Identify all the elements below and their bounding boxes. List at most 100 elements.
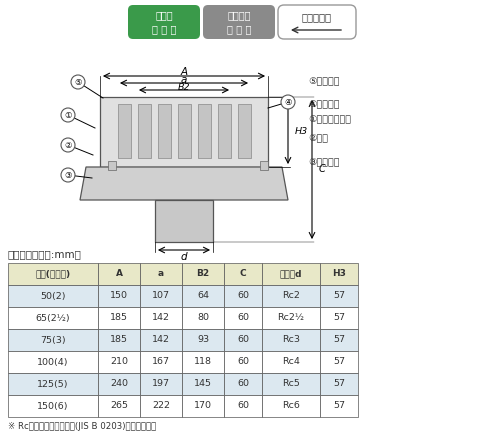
Bar	[260, 161, 268, 170]
Bar	[262, 395, 320, 417]
Bar	[262, 263, 320, 285]
Text: ①: ①	[64, 110, 72, 120]
Bar	[320, 373, 358, 395]
Text: H3: H3	[295, 128, 308, 136]
Text: Rc6: Rc6	[282, 401, 300, 411]
Text: 防 水 用: 防 水 用	[227, 24, 251, 35]
Bar	[198, 104, 211, 158]
Bar	[98, 395, 140, 417]
Text: ねじ込み式: ねじ込み式	[302, 12, 332, 22]
Text: 125(5): 125(5)	[37, 380, 69, 389]
Polygon shape	[80, 167, 288, 200]
Circle shape	[61, 168, 75, 182]
Bar	[98, 263, 140, 285]
Bar	[140, 373, 182, 395]
Bar	[8, 263, 98, 285]
Bar	[98, 329, 140, 351]
Circle shape	[61, 108, 75, 122]
Text: 142: 142	[152, 335, 170, 345]
Bar	[262, 351, 320, 373]
Text: B2: B2	[196, 269, 210, 279]
Text: 65(2½): 65(2½)	[36, 314, 70, 323]
Bar	[98, 285, 140, 307]
Text: 118: 118	[194, 358, 212, 366]
Text: 145: 145	[194, 380, 212, 389]
Bar	[182, 351, 224, 373]
Bar	[8, 373, 98, 395]
Text: 50(2): 50(2)	[40, 291, 66, 300]
Text: 57: 57	[333, 380, 345, 389]
Text: Rc2½: Rc2½	[277, 314, 304, 323]
Bar	[140, 307, 182, 329]
Bar	[182, 285, 224, 307]
Text: Rc4: Rc4	[282, 358, 300, 366]
Text: Rc3: Rc3	[282, 335, 300, 345]
Text: モルタル: モルタル	[227, 10, 251, 20]
Text: B2: B2	[178, 82, 190, 92]
Text: 93: 93	[197, 335, 209, 345]
Bar	[155, 200, 213, 242]
Bar	[224, 373, 262, 395]
Text: C: C	[240, 269, 246, 279]
Text: 60: 60	[237, 291, 249, 300]
Text: 107: 107	[152, 291, 170, 300]
Bar	[8, 285, 98, 307]
Bar	[158, 104, 171, 158]
Bar	[320, 263, 358, 285]
Text: A: A	[116, 269, 122, 279]
Text: 265: 265	[110, 401, 128, 411]
Bar	[182, 263, 224, 285]
Text: 57: 57	[333, 401, 345, 411]
Text: C: C	[319, 164, 326, 175]
Bar	[182, 395, 224, 417]
Text: 222: 222	[152, 401, 170, 411]
Bar	[98, 373, 140, 395]
Bar	[320, 285, 358, 307]
Text: ③アンカー: ③アンカー	[308, 158, 339, 167]
Bar	[238, 104, 251, 158]
Bar	[262, 285, 320, 307]
Bar	[182, 307, 224, 329]
Text: 150: 150	[110, 291, 128, 300]
Bar	[224, 285, 262, 307]
Text: ②: ②	[64, 140, 72, 149]
Text: 185: 185	[110, 314, 128, 323]
Bar	[182, 373, 224, 395]
Bar	[182, 329, 224, 351]
Text: ねじ径d: ねじ径d	[280, 269, 302, 279]
Text: ⑤: ⑤	[74, 78, 82, 86]
Text: 142: 142	[152, 314, 170, 323]
Bar	[98, 307, 140, 329]
Bar	[100, 97, 268, 167]
Bar	[320, 351, 358, 373]
Text: ②本体: ②本体	[308, 133, 328, 143]
Text: 64: 64	[197, 291, 209, 300]
Text: 60: 60	[237, 335, 249, 345]
Text: 210: 210	[110, 358, 128, 366]
Bar	[138, 104, 151, 158]
Bar	[140, 263, 182, 285]
Bar	[118, 104, 131, 158]
Bar	[140, 351, 182, 373]
Text: 100(4): 100(4)	[37, 358, 69, 366]
Text: 60: 60	[237, 358, 249, 366]
Text: 60: 60	[237, 380, 249, 389]
Text: 167: 167	[152, 358, 170, 366]
Text: Rc2: Rc2	[282, 291, 300, 300]
Text: 197: 197	[152, 380, 170, 389]
FancyBboxPatch shape	[128, 5, 200, 39]
Bar	[224, 307, 262, 329]
Text: ④: ④	[284, 97, 292, 106]
Text: 呼称(インチ): 呼称(インチ)	[36, 269, 71, 279]
Text: 塗　膜: 塗 膜	[155, 10, 173, 20]
Text: ①ストレーナー: ①ストレーナー	[308, 116, 351, 124]
Text: 57: 57	[333, 291, 345, 300]
Bar	[108, 161, 116, 170]
Text: d: d	[180, 252, 187, 262]
Bar	[178, 104, 191, 158]
Text: a: a	[181, 74, 187, 85]
Text: 60: 60	[237, 401, 249, 411]
Text: Rc5: Rc5	[282, 380, 300, 389]
Text: a: a	[158, 269, 164, 279]
Bar	[8, 329, 98, 351]
